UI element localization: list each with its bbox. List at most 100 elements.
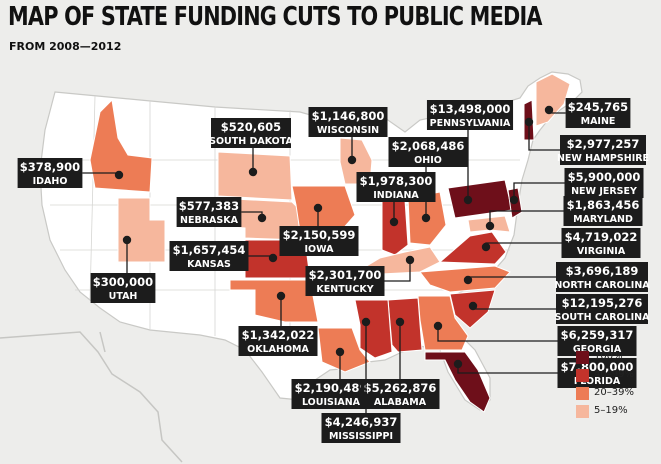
callout-dot-pennsylvania [463,195,473,205]
callout-box-new-hampshire [560,135,646,165]
callout-name-maine: MAINE [581,116,616,127]
callout-box-kentucky [305,266,385,296]
callout-amount-kentucky: $2,301,700 [309,268,382,282]
callout-amount-oklahoma: $1,342,022 [242,328,315,342]
callout-box-mississippi [321,413,401,443]
callout-name-south-dakota: SOUTH DAKOTA [209,136,293,147]
callout-name-kansas: KANSAS [187,259,231,270]
callout-amount-wisconsin: $1,146,800 [312,109,385,123]
callout-dot-kentucky [405,255,415,265]
inset-outline [0,331,183,463]
state-mississippi [354,299,393,359]
callout-box-wisconsin [308,107,388,137]
callout-box-indiana [356,172,436,202]
callout-box-louisiana [291,379,371,409]
callouts: $245,765 MAINE $2,977,257 NEW HAMPSHIRE $5,9… [17,98,651,443]
callout-dot-florida [453,359,463,369]
callout-amount-louisiana: $2,190,489 [295,381,368,395]
callout-amount-new-hampshire: $2,977,257 [567,137,640,151]
callout-name-indiana: INDIANA [373,190,419,201]
callout-amount-maine: $245,765 [568,100,628,114]
callout-dot-ohio [421,213,431,223]
callout-amount-south-carolina: $12,195,276 [562,296,643,310]
callout-name-nebraska: NEBRASKA [180,215,239,226]
state-iowa [291,185,356,233]
callout-name-virginia: VIRGINIA [577,246,626,257]
callout-box-alabama [360,379,440,409]
callout-name-wisconsin: WISCONSIN [317,125,379,136]
state-georgia [417,295,469,351]
callout-dot-oklahoma [276,291,286,301]
callout-amount-idaho: $378,900 [20,160,80,174]
callout-name-ohio: OHIO [414,155,442,166]
callout-name-pennsylvania: PENNSYLVANIA [430,118,511,129]
callout-box-south-dakota [211,118,291,148]
legend-swatch-100 [576,351,589,364]
callout-box-maryland [563,196,643,226]
callout-dot-nebraska [257,213,267,223]
callout-amount-new-jersey: $5,900,000 [568,170,641,184]
callout-amount-mississippi: $4,246,937 [325,415,398,429]
callout-dot-iowa [313,203,323,213]
callout-box-south-carolina [556,294,648,324]
callout-dot-new-hampshire [524,117,534,127]
callout-dot-maine [544,105,554,115]
callout-dot-new-jersey [509,195,519,205]
callout-amount-kansas: $1,657,454 [173,243,246,257]
callout-box-new-jersey [564,168,644,198]
callout-dot-north-carolina [463,275,473,285]
callout-dot-maryland [485,221,495,231]
state-utah [117,197,166,263]
callout-box-oklahoma [238,326,318,356]
callout-dot-louisiana [335,347,345,357]
callout-box-kansas [169,241,249,271]
callout-name-oklahoma: OKLAHOMA [247,344,309,355]
callout-leader-new-hampshire [528,122,560,151]
state-shapes [89,73,571,413]
legend-swatch-5-19 [576,405,589,418]
callout-box-nebraska [176,197,242,227]
callout-name-kentucky: KENTUCKY [316,284,373,295]
map-title: MAP OF STATE FUNDING CUTS TO PUBLIC MEDI… [8,2,543,32]
callout-dot-south-carolina [468,301,478,311]
callout-box-pennsylvania [426,100,514,130]
state-florida [424,351,491,413]
callout-amount-pennsylvania: $13,498,000 [430,102,511,116]
callout-name-south-carolina: SOUTH CAROLINA [555,312,651,323]
callout-dot-south-dakota [248,167,258,177]
state-virginia [438,231,507,265]
callout-name-mississippi: MISSISSIPPI [329,431,393,442]
state-alabama [387,297,423,353]
callout-name-north-carolina: NORTH CAROLINA [554,280,650,291]
callout-dot-georgia [433,321,443,331]
callout-box-north-carolina [556,262,648,292]
state-louisiana [317,327,371,373]
callout-leader-georgia [437,326,558,342]
legend-label-5-19: 5–19% [594,405,628,416]
callout-dot-kansas [268,253,278,263]
legend-label-100: 100% [594,351,623,362]
callout-name-new-jersey: NEW JERSEY [571,186,637,197]
callout-name-idaho: IDAHO [33,176,68,187]
state-maine [535,73,571,127]
callout-name-florida: FLORIDA [574,376,621,387]
callout-name-iowa: IOWA [304,244,334,255]
callout-amount-ohio: $2,068,486 [392,139,465,153]
callout-box-maine [565,98,631,128]
callout-dot-alabama [395,317,405,327]
callout-dot-utah [122,235,132,245]
legend-label-20-39: 20–39% [594,387,634,398]
callout-leader-kentucky [384,260,411,282]
callout-box-virginia [561,228,641,258]
callout-amount-alabama: $5,262,876 [364,381,437,395]
callout-amount-maryland: $1,863,456 [567,198,640,212]
callout-box-utah [90,273,156,303]
callout-dot-mississippi [361,317,371,327]
callout-dot-idaho [114,170,124,180]
callout-leader-maryland [489,210,564,226]
callout-amount-south-dakota: $520,605 [221,120,281,134]
callout-name-new-hampshire: NEW HAMPSHIRE [557,153,649,164]
callout-amount-utah: $300,000 [93,275,153,289]
callout-amount-north-carolina: $3,696,189 [566,264,639,278]
